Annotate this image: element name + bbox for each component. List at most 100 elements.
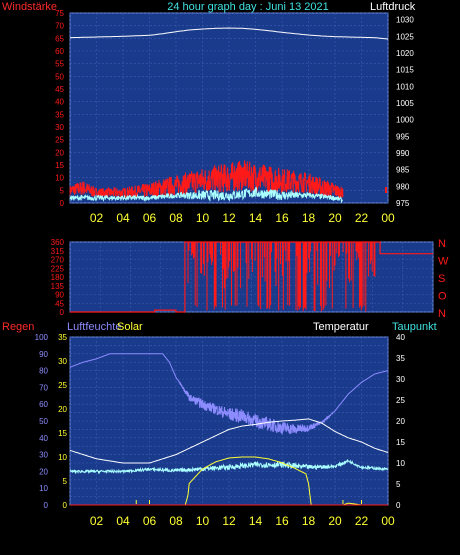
x-tick-label: 02	[90, 514, 104, 528]
compass-label: W	[438, 256, 449, 268]
y-tick-label-humidity: 50	[39, 417, 48, 426]
y-tick-label-pressure: 1000	[396, 116, 414, 125]
y-tick-label-wind: 60	[55, 47, 64, 56]
series-temperatur	[69, 418, 389, 464]
y-tick-label-pressure: 1025	[396, 32, 414, 41]
y-tick-label-direction: 180	[51, 273, 65, 282]
y-tick-label-solar: 15	[58, 429, 67, 438]
series-windrichtung	[70, 241, 433, 313]
y-tick-label-solar: 35	[58, 333, 67, 342]
y-tick-label-direction: 360	[51, 238, 65, 247]
y-tick-label-temperature: 5	[396, 480, 401, 489]
series-wind	[69, 186, 343, 203]
x-tick-label: 00	[381, 514, 395, 528]
x-tick-label: 18	[302, 514, 316, 528]
y-tick-label-wind: 40	[55, 98, 64, 107]
x-tick-label: 16	[275, 211, 289, 225]
y-tick-label-solar: 10	[58, 453, 67, 462]
y-tick-label-pressure: 1015	[396, 66, 414, 75]
y-tick-label-solar: 30	[58, 357, 67, 366]
y-tick-label-direction: 135	[51, 282, 65, 291]
x-tick-label: 16	[275, 514, 289, 528]
y-tick-label-solar: 20	[58, 405, 67, 414]
y-tick-label-humidity: 0	[44, 501, 49, 510]
series-taupunkt	[69, 458, 389, 475]
y-tick-label-humidity: 40	[39, 434, 48, 443]
y-tick-label-temperature: 15	[396, 438, 405, 447]
y-tick-label-temperature: 20	[396, 417, 405, 426]
y-tick-label-direction: 0	[60, 308, 65, 317]
y-tick-label-pressure: 1005	[396, 99, 414, 108]
left-axis-label-windstaerke: Windstärke	[2, 1, 57, 13]
compass-label: N	[438, 308, 446, 320]
x-tick-label: 08	[169, 514, 183, 528]
y-tick-label-temperature: 30	[396, 375, 405, 384]
y-tick-label-temperature: 35	[396, 354, 405, 363]
series-windrichtung-swings	[187, 242, 376, 312]
y-tick-label-humidity: 80	[39, 367, 48, 376]
y-tick-label-wind: 55	[55, 60, 64, 69]
y-tick-label-humidity: 70	[39, 383, 48, 392]
chart-title: 24 hour graph day : Juni 13 2021	[167, 1, 328, 13]
y-tick-label-pressure: 1010	[396, 82, 414, 91]
y-tick-label-wind: 10	[55, 174, 64, 183]
y-tick-label-temperature: 0	[396, 501, 401, 510]
y-tick-label-pressure: 1030	[396, 16, 414, 25]
y-tick-label-direction: 270	[51, 256, 65, 265]
y-tick-label-wind: 25	[55, 136, 64, 145]
label-regen: Regen	[2, 321, 34, 333]
y-tick-label-temperature: 10	[396, 459, 405, 468]
y-tick-label-pressure: 995	[396, 132, 410, 141]
y-tick-label-wind: 15	[55, 161, 64, 170]
y-tick-label-humidity: 10	[39, 484, 48, 493]
x-tick-label: 14	[249, 514, 263, 528]
y-tick-label-wind: 70	[55, 22, 64, 31]
y-tick-label-wind: 45	[55, 85, 64, 94]
y-tick-label-humidity: 20	[39, 467, 48, 476]
compass-label: S	[438, 273, 445, 285]
x-tick-label: 22	[355, 211, 369, 225]
x-tick-label: 00	[381, 211, 395, 225]
series-windspitzen	[69, 160, 344, 199]
x-tick-label: 20	[328, 211, 342, 225]
y-tick-label-wind: 5	[60, 186, 65, 195]
y-tick-label-temperature: 40	[396, 333, 405, 342]
y-tick-label-direction: 45	[55, 299, 64, 308]
y-tick-label-wind: 30	[55, 123, 64, 132]
y-tick-label-temperature: 25	[396, 396, 405, 405]
y-tick-label-humidity: 90	[39, 350, 48, 359]
label-solar: Solar	[117, 321, 143, 333]
y-tick-label-direction: 315	[51, 247, 65, 256]
x-tick-label: 08	[169, 211, 183, 225]
panel-climate: 0102030405060708090100051015202530350510…	[35, 333, 406, 528]
y-tick-label-pressure: 990	[396, 149, 410, 158]
y-tick-label-solar: 25	[58, 381, 67, 390]
label-temperatur: Temperatur	[313, 321, 369, 333]
series-luftfeuchte	[69, 353, 389, 435]
y-tick-label-solar: 5	[63, 477, 68, 486]
x-tick-label: 06	[143, 211, 157, 225]
y-tick-label-pressure: 985	[396, 166, 410, 175]
x-tick-label: 12	[222, 514, 236, 528]
x-tick-label: 10	[196, 211, 210, 225]
y-tick-label-wind: 35	[55, 110, 64, 119]
y-tick-label-pressure: 975	[396, 199, 410, 208]
y-tick-label-direction: 225	[51, 264, 65, 273]
x-tick-label: 06	[143, 514, 157, 528]
y-tick-label-pressure: 980	[396, 182, 410, 191]
y-tick-label-humidity: 30	[39, 451, 48, 460]
x-tick-label: 02	[90, 211, 104, 225]
series-luftdruck	[69, 27, 389, 40]
x-tick-label: 14	[249, 211, 263, 225]
y-tick-label-wind: 50	[55, 72, 64, 81]
x-tick-label: 04	[116, 211, 130, 225]
x-tick-label: 22	[355, 514, 369, 528]
y-tick-label-wind: 75	[55, 9, 64, 18]
label-luftfeuchte: Luftfeuchte	[67, 321, 121, 333]
compass-label: N	[438, 238, 446, 250]
y-tick-label-direction: 90	[55, 291, 64, 300]
x-tick-label: 04	[116, 514, 130, 528]
y-tick-label-pressure: 1020	[396, 49, 414, 58]
